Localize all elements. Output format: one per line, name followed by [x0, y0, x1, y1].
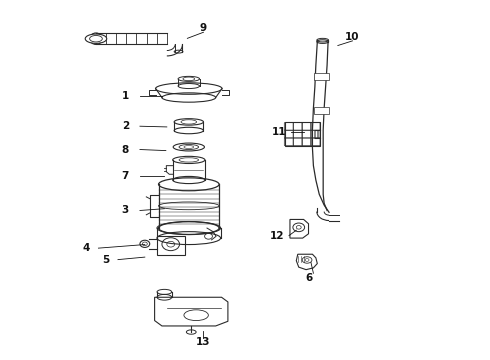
Ellipse shape	[85, 34, 107, 43]
Text: 3: 3	[122, 206, 129, 216]
Text: 11: 11	[272, 127, 287, 136]
Text: 13: 13	[196, 337, 211, 347]
Bar	[157, 235, 185, 255]
Text: 1: 1	[122, 91, 129, 101]
Text: 4: 4	[82, 243, 90, 253]
Text: 7: 7	[122, 171, 129, 181]
Text: 12: 12	[270, 231, 284, 240]
Bar	[315, 107, 329, 114]
Text: 2: 2	[122, 121, 129, 131]
Text: 5: 5	[102, 255, 109, 265]
Text: 6: 6	[305, 273, 312, 283]
Polygon shape	[155, 297, 228, 326]
Text: 10: 10	[345, 32, 360, 41]
Text: 8: 8	[122, 144, 129, 154]
Bar	[285, 122, 320, 146]
Text: 9: 9	[200, 23, 207, 33]
Bar	[315, 73, 329, 80]
